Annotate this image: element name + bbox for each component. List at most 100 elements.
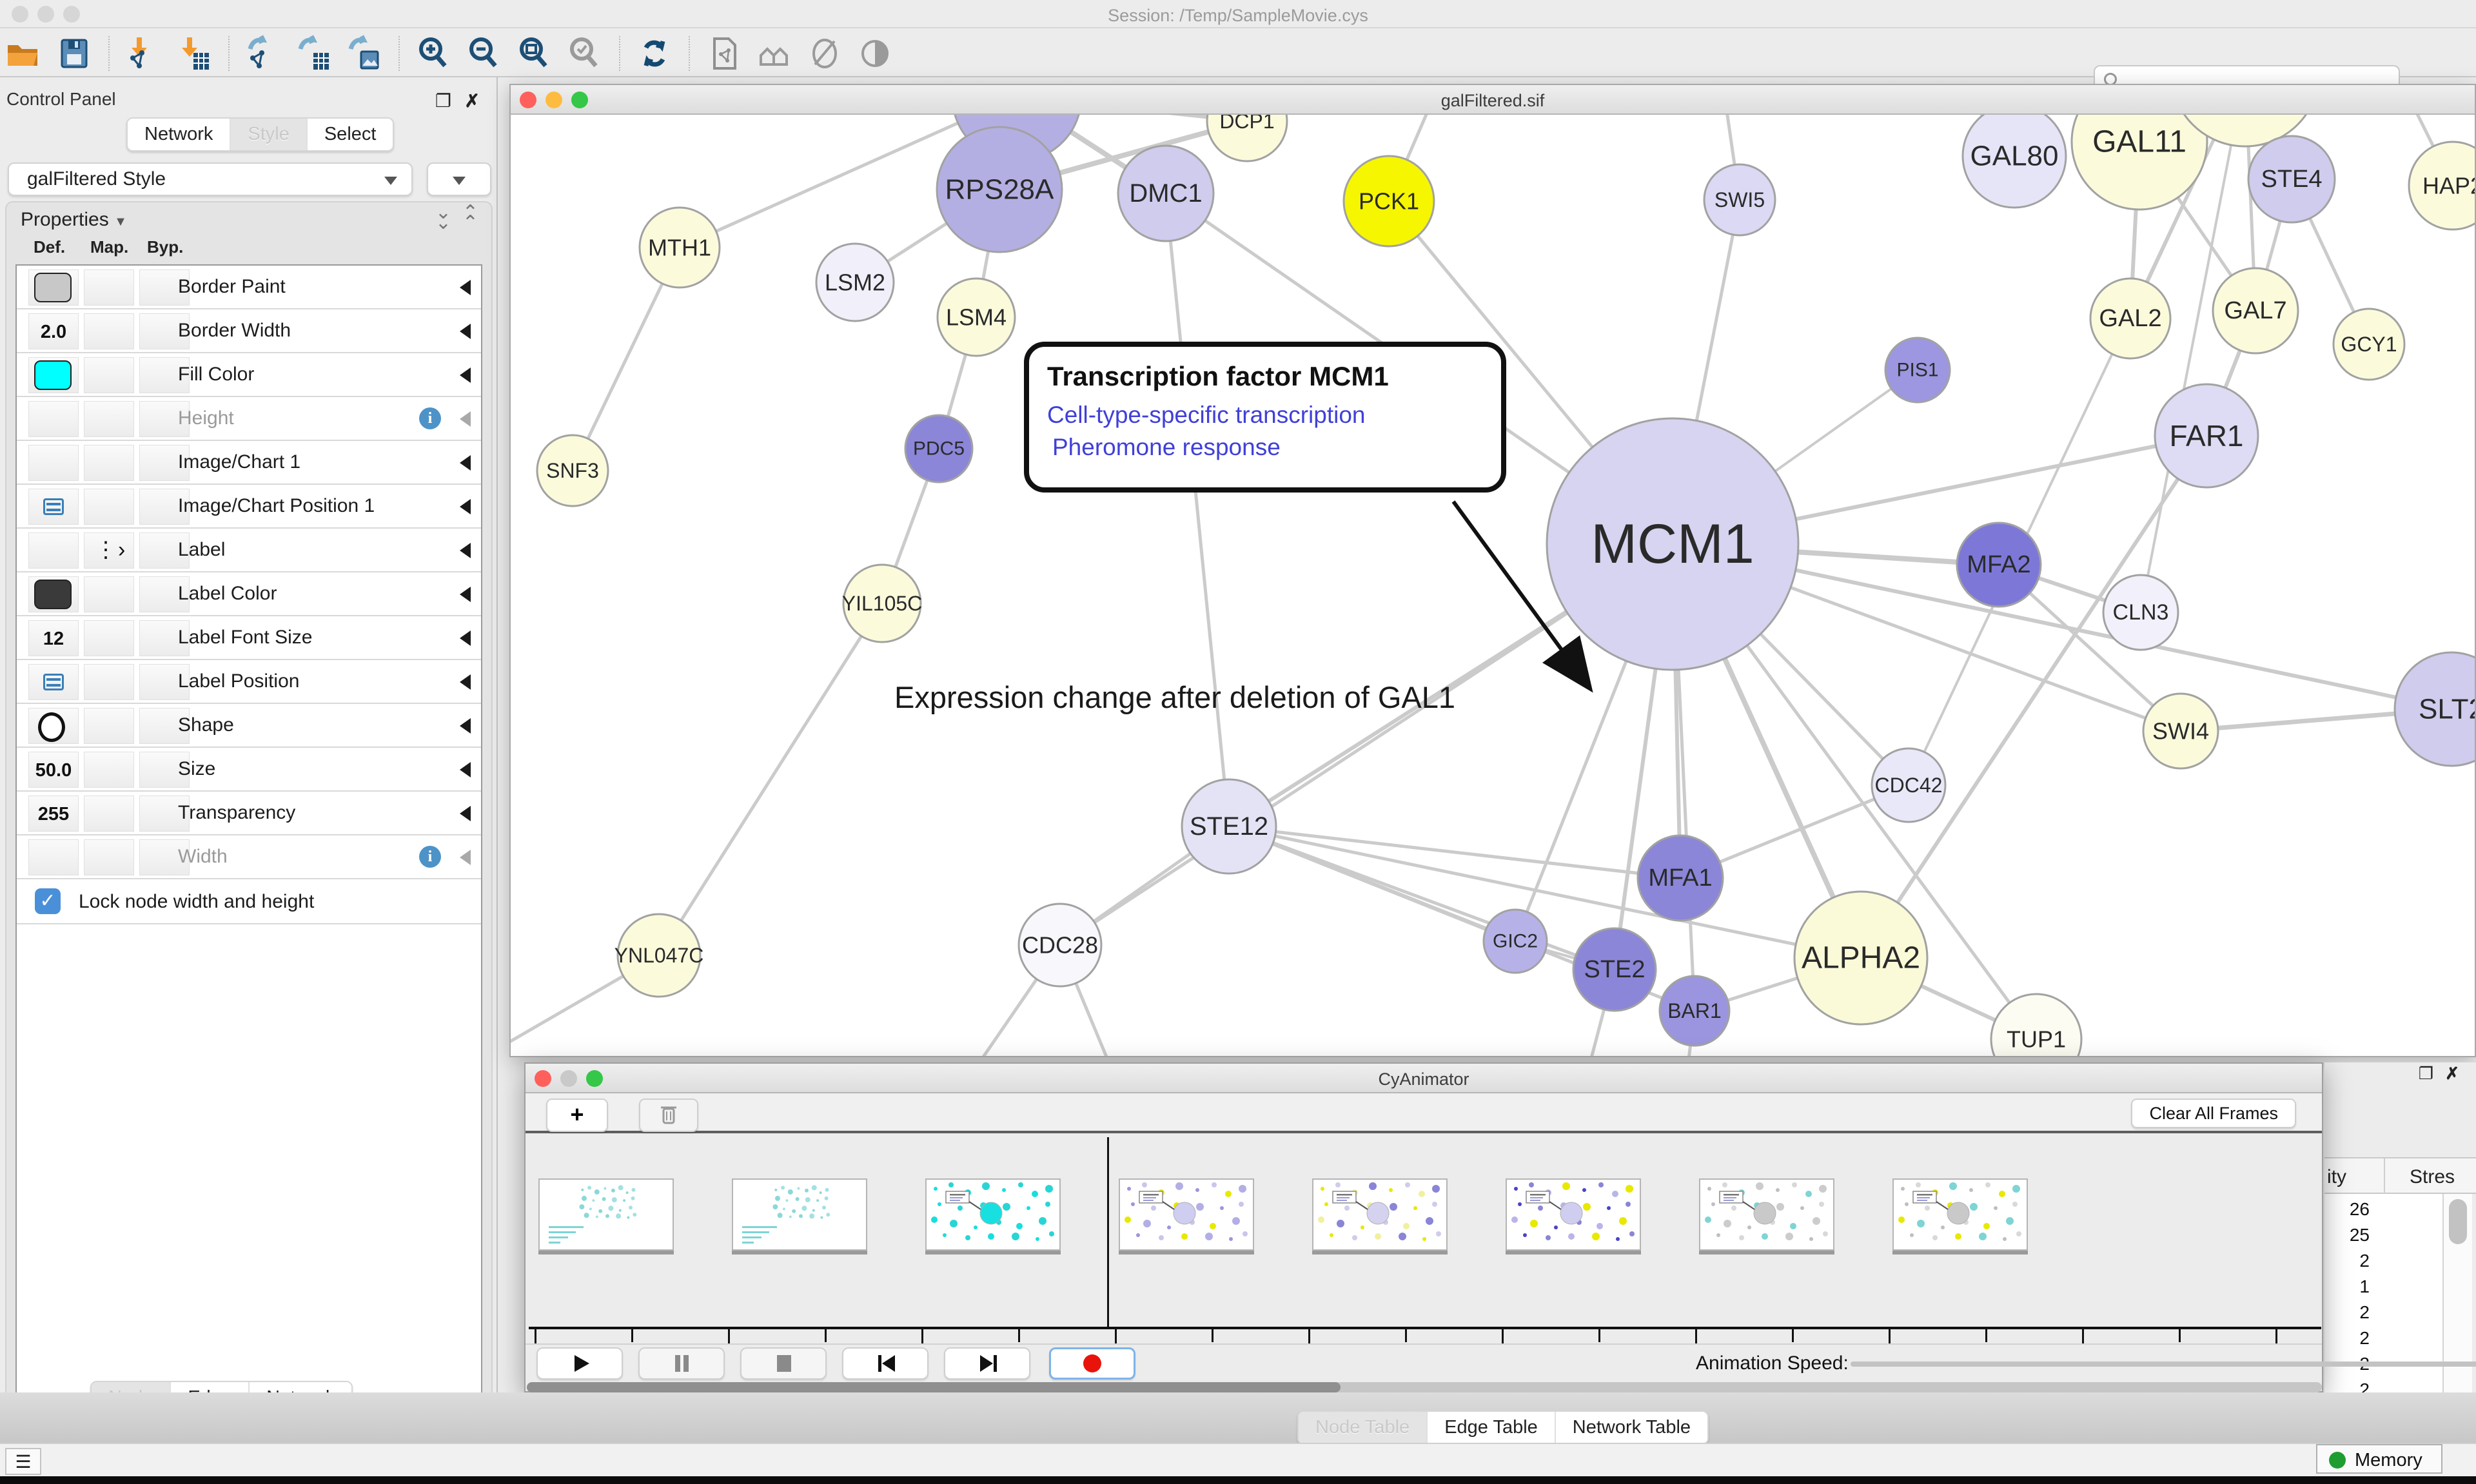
mapping-cell[interactable]: ⋮› xyxy=(84,532,134,569)
refresh-view-icon[interactable] xyxy=(636,35,673,72)
cyanimator-titlebar[interactable]: CyAnimator xyxy=(526,1064,2322,1093)
clear-all-frames-button[interactable]: Clear All Frames xyxy=(2131,1098,2296,1128)
expand-property-icon[interactable] xyxy=(460,324,471,339)
mapping-cell[interactable] xyxy=(84,445,134,481)
network-window-titlebar[interactable]: galFiltered.sif xyxy=(511,85,2475,115)
property-row-size[interactable]: 50.0 Size xyxy=(17,748,481,792)
network-node-bar1[interactable]: BAR1 xyxy=(1658,975,1731,1047)
network-node-pck1[interactable]: PCK1 xyxy=(1342,155,1435,248)
table-cell-value[interactable]: 25 xyxy=(2349,1225,2370,1245)
property-row-image-chart-position-1[interactable]: Image/Chart Position 1 xyxy=(17,485,481,529)
skip-to-start-button[interactable] xyxy=(842,1347,928,1380)
network-node-slt2[interactable]: SLT2 xyxy=(2393,651,2475,767)
default-cell[interactable] xyxy=(28,401,79,437)
network-node-swi4[interactable]: SWI4 xyxy=(2142,692,2219,770)
network-node-mcm1[interactable]: MCM1 xyxy=(1546,417,1800,671)
network-node-dmc1[interactable]: DMC1 xyxy=(1117,144,1215,242)
table-cell-value[interactable]: 2 xyxy=(2359,1251,2370,1271)
mapping-cell[interactable] xyxy=(84,839,134,875)
network-node-yil105c[interactable]: YIL105C xyxy=(842,563,923,643)
minimize-icon[interactable] xyxy=(545,92,562,108)
expand-property-icon[interactable] xyxy=(460,411,471,427)
timeline-horizontal-scrollbar[interactable] xyxy=(527,1382,2322,1392)
timeline-frame-4[interactable] xyxy=(1312,1178,1448,1251)
default-value[interactable]: 255 xyxy=(37,804,70,825)
default-cell[interactable] xyxy=(28,708,79,744)
network-node-gal7[interactable]: GAL7 xyxy=(2212,267,2299,355)
timeline-frame-3[interactable] xyxy=(1119,1178,1254,1251)
default-value-swatch[interactable] xyxy=(34,273,72,302)
expand-property-icon[interactable] xyxy=(460,630,471,646)
default-cell[interactable] xyxy=(28,445,79,481)
mapping-cell[interactable] xyxy=(84,576,134,612)
property-row-shape[interactable]: Shape xyxy=(17,704,481,748)
network-node-cdc28[interactable]: CDC28 xyxy=(1017,903,1103,988)
annotation-icon[interactable] xyxy=(705,35,743,72)
property-row-image-chart-1[interactable]: Image/Chart 1 xyxy=(17,441,481,485)
group-nodes-icon[interactable] xyxy=(756,35,793,72)
zoom-fit-icon[interactable] xyxy=(516,35,553,72)
expand-all-icon[interactable]: ⌄ ⌄ xyxy=(435,202,451,233)
close-icon[interactable] xyxy=(535,1070,551,1087)
zoom-icon[interactable] xyxy=(586,1070,603,1087)
network-nodes[interactable]: DCP1 RPS28A DMC1 PCK1 SWI5 GAL80 GAL11 S… xyxy=(536,115,2475,1056)
default-value[interactable]: 2.0 xyxy=(40,322,67,342)
default-cell[interactable] xyxy=(28,532,79,569)
mapping-cell[interactable] xyxy=(84,313,134,349)
mapping-cell[interactable] xyxy=(84,708,134,744)
ellipse-shape-icon[interactable] xyxy=(38,712,65,742)
default-cell[interactable]: 255 xyxy=(28,796,79,832)
add-frame-button[interactable]: + xyxy=(546,1098,608,1132)
tab-edge-table[interactable]: Edge Table xyxy=(1428,1412,1556,1443)
network-node-gic2[interactable]: GIC2 xyxy=(1482,908,1548,974)
mapping-cell[interactable] xyxy=(84,752,134,788)
bypass-cell[interactable] xyxy=(139,620,190,656)
network-node-tup1[interactable]: TUP1 xyxy=(1990,993,2083,1056)
collapse-all-icon[interactable]: ⌃ ⌃ xyxy=(462,202,478,233)
lock-node-size-row[interactable]: ✓ Lock node width and height xyxy=(17,879,481,924)
discrete-mapping-icon[interactable]: ⋮› xyxy=(95,538,127,562)
expand-property-icon[interactable] xyxy=(460,718,471,734)
task-history-button[interactable]: ☰ xyxy=(5,1448,41,1475)
network-node-hap2[interactable]: HAP2 xyxy=(2408,141,2475,231)
network-node-gal11[interactable]: GAL11 xyxy=(2070,115,2208,211)
tab-style[interactable]: Style xyxy=(231,119,308,150)
bypass-cell[interactable] xyxy=(139,664,190,700)
network-node-gal2[interactable]: GAL2 xyxy=(2089,277,2172,360)
network-node-ste4[interactable]: STE4 xyxy=(2247,135,2336,224)
bypass-cell[interactable] xyxy=(139,576,190,612)
network-node-gal80[interactable]: GAL80 xyxy=(1961,115,2067,209)
scrollbar-thumb[interactable] xyxy=(2449,1199,2467,1244)
network-node-far1[interactable]: FAR1 xyxy=(2154,383,2259,489)
bypass-cell[interactable] xyxy=(139,445,190,481)
default-value[interactable]: 50.0 xyxy=(35,760,72,781)
timeline-playhead[interactable] xyxy=(1107,1137,1109,1327)
network-node-ynl047c[interactable]: YNL047C xyxy=(614,913,704,998)
play-button[interactable] xyxy=(536,1347,623,1380)
property-row-fill-color[interactable]: Fill Color xyxy=(17,353,481,397)
cyanimator-timeline[interactable]: Seconds 0 1 2 3 4 5 6 7 8 9 xyxy=(526,1136,2322,1415)
properties-header[interactable]: Properties ▼ ⌄ ⌄ ⌃ ⌃ xyxy=(21,202,478,233)
skip-to-end-button[interactable] xyxy=(944,1347,1030,1380)
timeline-frame-6[interactable] xyxy=(1699,1178,1834,1251)
property-row-transparency[interactable]: 255 Transparency xyxy=(17,792,481,835)
network-node-gcy1[interactable]: GCY1 xyxy=(2332,308,2406,381)
hide-details-icon[interactable] xyxy=(806,35,843,72)
mapping-cell[interactable] xyxy=(84,796,134,832)
style-options-button[interactable] xyxy=(427,162,491,196)
network-node-pdc5[interactable]: PDC5 xyxy=(904,414,974,483)
default-cell[interactable] xyxy=(28,839,79,875)
info-icon[interactable]: i xyxy=(419,846,441,868)
expand-property-icon[interactable] xyxy=(460,499,471,514)
close-window-icon[interactable] xyxy=(12,6,28,23)
open-session-icon[interactable] xyxy=(5,35,43,72)
network-node-mfa2[interactable]: MFA2 xyxy=(1956,522,2042,608)
tab-select[interactable]: Select xyxy=(307,119,393,150)
position-icon[interactable] xyxy=(43,498,64,515)
table-cell-value[interactable]: 26 xyxy=(2349,1199,2370,1219)
zoom-in-icon[interactable] xyxy=(415,35,453,72)
network-node-ste12[interactable]: STE12 xyxy=(1181,778,1277,875)
network-canvas[interactable]: DCP1 RPS28A DMC1 PCK1 SWI5 GAL80 GAL11 S… xyxy=(511,115,2475,1056)
timeline-frame-0[interactable] xyxy=(538,1178,674,1251)
table-cell-value[interactable]: 2 xyxy=(2359,1328,2370,1348)
